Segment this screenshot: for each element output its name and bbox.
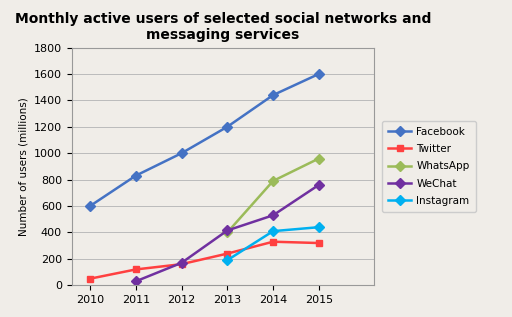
Facebook bbox=[133, 174, 139, 178]
Facebook bbox=[316, 72, 322, 76]
WeChat bbox=[270, 213, 276, 217]
Facebook bbox=[179, 151, 185, 155]
Line: Instagram: Instagram bbox=[224, 224, 323, 264]
WhatsApp bbox=[224, 230, 230, 234]
Twitter bbox=[270, 240, 276, 244]
WhatsApp bbox=[270, 179, 276, 183]
Twitter bbox=[316, 241, 322, 245]
WeChat bbox=[179, 261, 185, 265]
Twitter bbox=[87, 277, 93, 281]
Facebook bbox=[270, 93, 276, 97]
Twitter bbox=[179, 262, 185, 266]
Instagram bbox=[316, 225, 322, 229]
WhatsApp bbox=[316, 157, 322, 160]
Facebook bbox=[87, 204, 93, 208]
Legend: Facebook, Twitter, WhatsApp, WeChat, Instagram: Facebook, Twitter, WhatsApp, WeChat, Ins… bbox=[382, 120, 476, 212]
Facebook bbox=[224, 125, 230, 129]
WeChat bbox=[316, 183, 322, 187]
WeChat bbox=[224, 229, 230, 232]
Twitter bbox=[224, 252, 230, 256]
Line: Facebook: Facebook bbox=[87, 70, 323, 210]
Instagram bbox=[224, 258, 230, 262]
Line: WeChat: WeChat bbox=[132, 181, 323, 285]
Y-axis label: Number of users (millions): Number of users (millions) bbox=[18, 97, 28, 236]
Line: Twitter: Twitter bbox=[87, 238, 323, 282]
Twitter bbox=[133, 268, 139, 271]
WeChat bbox=[133, 280, 139, 283]
Line: WhatsApp: WhatsApp bbox=[224, 155, 323, 236]
Title: Monthly active users of selected social networks and
messaging services: Monthly active users of selected social … bbox=[14, 12, 431, 42]
Instagram bbox=[270, 229, 276, 233]
